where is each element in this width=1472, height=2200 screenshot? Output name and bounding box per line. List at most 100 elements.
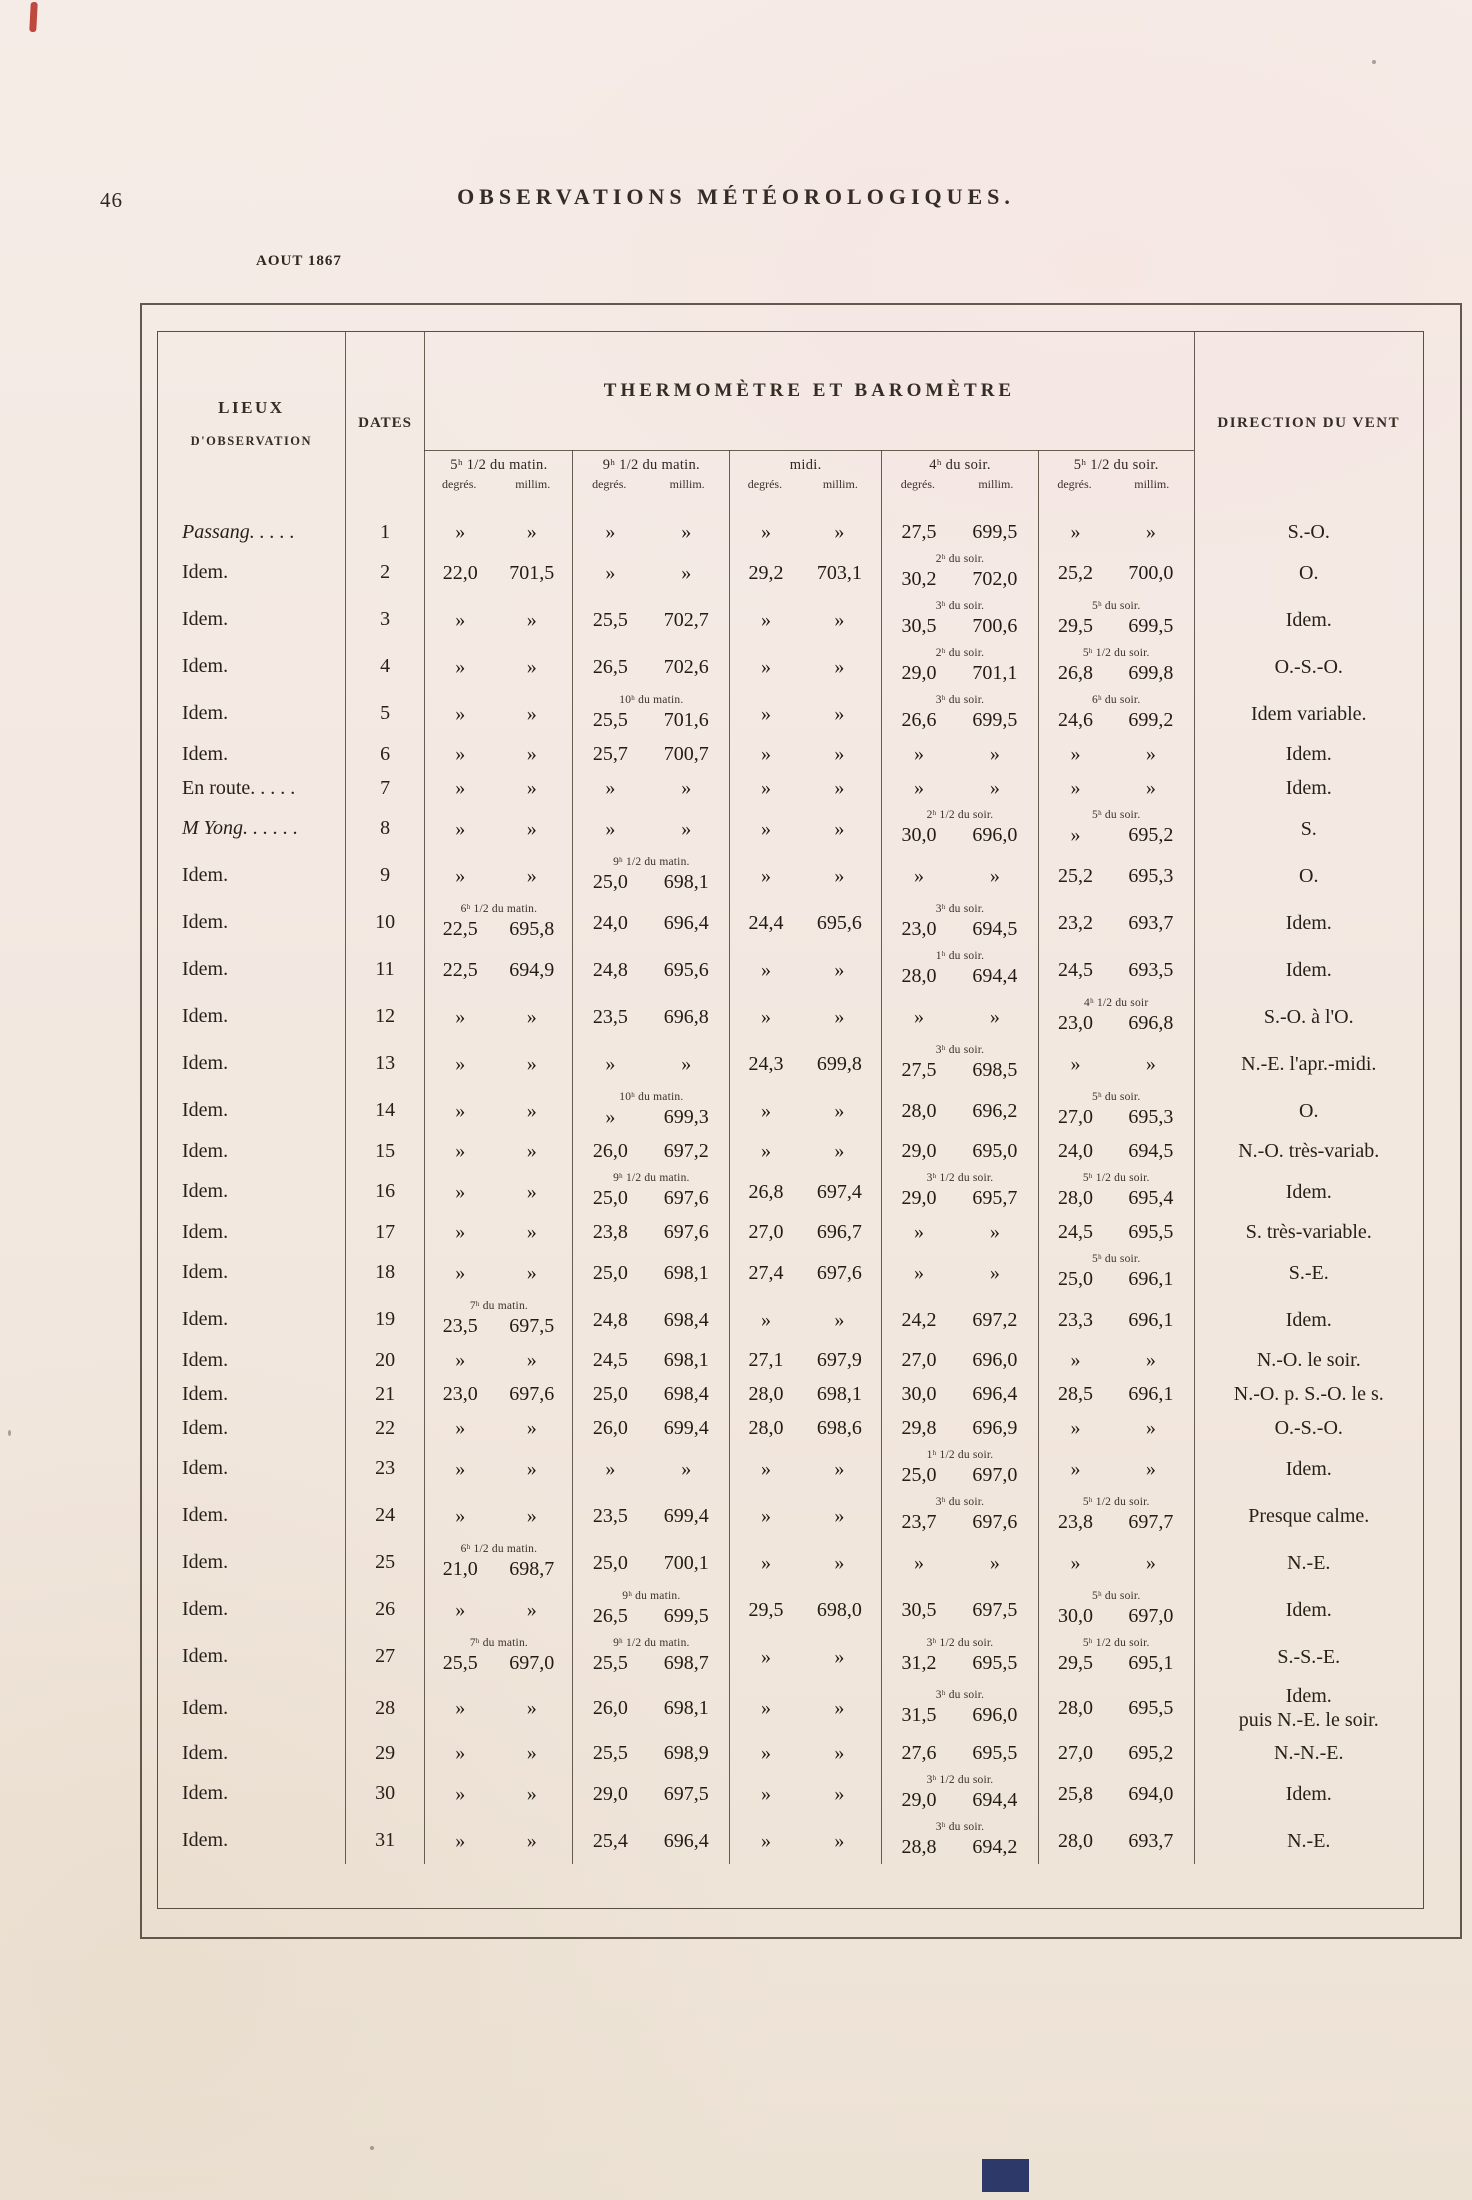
obs-cell: 25,2 695,3 (1037, 852, 1195, 899)
deg-label: degrés. (900, 477, 936, 491)
obs-values: 24,6 699,2 (1041, 707, 1192, 733)
obs-values: »» (427, 1347, 570, 1373)
obs-cell: 28,5 696,1 (1037, 1377, 1195, 1411)
time-note: 6ʰ 1/2 du matin. (460, 1543, 538, 1555)
deg-value: 29,5 (1058, 615, 1094, 637)
mm-value: » (1145, 1551, 1156, 1574)
obs-cell: 5ʰ du soir. 25,0 696,1 (1037, 1249, 1195, 1296)
obs-values: »» (732, 957, 879, 983)
wind-direction: Idem. (1285, 1598, 1332, 1621)
deg-value: 23,8 (592, 1221, 628, 1243)
time-note: 10ʰ du matin. (619, 694, 684, 706)
wind-cell: O.-S.-O. (1193, 643, 1423, 690)
deg-value: 27,6 (901, 1742, 937, 1764)
lieu-cell: Idem. (182, 1782, 229, 1804)
obs-values: »» (732, 1004, 879, 1030)
wind-cell: Idem. (1193, 737, 1423, 771)
table-row: Idem. 29»» 25,5 698,9»» 27,6 695,5 27,0 695,2 N.… (158, 1736, 1423, 1770)
time-note: 9ʰ 1/2 du matin. (613, 856, 690, 868)
mm-value: 696,8 (1128, 1012, 1174, 1034)
obs-cell: »» (729, 1296, 882, 1343)
obs-values: 25,2 700,0 (1041, 560, 1192, 586)
obs-values: 24,5 693,5 (1041, 957, 1192, 983)
table-row: Idem. 27 7ʰ du matin. 25,5 697,0 9ʰ 1/2 du ma… (158, 1633, 1423, 1680)
mm-value: » (1145, 777, 1156, 799)
obs-cell: 28,0 698,6 (729, 1411, 882, 1445)
obs-values: »» (575, 1051, 727, 1077)
date-cell: 31 (344, 1817, 425, 1864)
table-row: Idem. 30»» 29,0 697,5»» 3ʰ 1/2 du soir. 29,0 6… (158, 1770, 1423, 1817)
mm-value: 697,5 (972, 1598, 1018, 1621)
wind-direction: S. (1300, 817, 1317, 840)
mm-value: » (681, 817, 692, 840)
table-row: Idem. 21 23,0 697,6 25,0 698,4 28,0 698,1 30,0 69… (158, 1377, 1423, 1411)
table-row: Idem. 6»» 25,7 700,7»»»»»» Idem. (158, 737, 1423, 771)
obs-values: »» (427, 1456, 570, 1482)
obs-values: 22,5 694,9 (427, 957, 570, 983)
obs-cell: »» (729, 993, 882, 1040)
obs-cell: 25,8 694,0 (1037, 1770, 1195, 1817)
obs-cell: 27,0 696,0 (881, 1343, 1039, 1377)
lieu-cell: Idem. (182, 702, 229, 724)
obs-cell: »» (572, 549, 730, 596)
obs-cell: 25,7 700,7 (572, 737, 730, 771)
deg-value: 22,5 (442, 958, 478, 981)
table-row: Idem. 16»» 9ʰ 1/2 du matin. 25,0 697,6 26,8 69… (158, 1168, 1423, 1215)
deg-value: » (1070, 1457, 1081, 1480)
mm-value: 697,4 (816, 1180, 862, 1203)
obs-values: 27,5 699,5 (884, 519, 1036, 545)
obs-cell: »» (729, 1680, 882, 1736)
mm-value: » (526, 1457, 537, 1480)
table-row: Idem. 11 22,5 694,9 24,8 695,6»» 1ʰ du soir. 28… (158, 946, 1423, 993)
deg-value: 26,8 (748, 1180, 784, 1203)
deg-label: degrés. (747, 477, 783, 491)
table-row: Idem. 10 6ʰ 1/2 du matin. 22,5 695,8 24,0 696,… (158, 899, 1423, 946)
deg-value: » (761, 655, 772, 678)
obs-values: 29,2 703,1 (732, 560, 879, 586)
deg-value: » (1070, 777, 1081, 799)
deg-value: » (455, 864, 466, 887)
obs-cell: 25,0 698,4 (572, 1377, 730, 1411)
mm-value: 697,2 (663, 1140, 709, 1162)
obs-values: 25,0 697,0 (884, 1462, 1036, 1488)
obs-cell: 3ʰ 1/2 du soir. 29,0 694,4 (881, 1770, 1039, 1817)
wind-cell: N.-E. (1193, 1539, 1423, 1586)
obs-values: 29,8 696,9 (884, 1415, 1036, 1441)
obs-values: »» (732, 701, 879, 727)
mm-value: » (526, 864, 537, 887)
obs-cell: »» (424, 1586, 573, 1633)
mm-value: 697,0 (1128, 1605, 1174, 1627)
deg-value: » (761, 1782, 772, 1805)
deg-value: 28,8 (901, 1836, 937, 1858)
obs-cell: 3ʰ du soir. 30,5 700,6 (881, 596, 1039, 643)
obs-values: »» (732, 816, 879, 842)
wind-direction: N.-O. p. S.-O. le s. (1233, 1383, 1384, 1405)
obs-cell: »» (729, 1445, 882, 1492)
time-note: 2ʰ 1/2 du soir. (926, 809, 994, 821)
mm-value: 694,5 (1128, 1140, 1174, 1162)
deg-value: 25,5 (592, 1652, 628, 1674)
mm-value: 695,0 (972, 1140, 1018, 1162)
obs-cell: »» (424, 1770, 573, 1817)
obs-values: 23,7 697,6 (884, 1509, 1036, 1535)
wind-direction-line2: puis N.-E. le soir. (1238, 1709, 1379, 1731)
obs-cell: 27,0 696,7 (729, 1215, 882, 1249)
mm-value: » (989, 1221, 1000, 1243)
obs-values: 22,5 695,8 (427, 916, 570, 942)
wind-cell: Idem. puis N.-E. le soir. (1193, 1680, 1423, 1736)
deg-value: 25,5 (592, 608, 628, 631)
obs-values: 27,0 696,7 (732, 1219, 879, 1245)
obs-values: 29,0 695,0 (884, 1138, 1036, 1164)
obs-values: 25,0 698,1 (575, 1260, 727, 1286)
obs-cell: »» (881, 1249, 1039, 1296)
date-cell: 22 (344, 1411, 425, 1445)
obs-values: 27,1 697,9 (732, 1347, 879, 1373)
obs-values: »» (1041, 741, 1192, 767)
mm-value: 698,1 (663, 1349, 709, 1371)
deg-value: 24,0 (592, 911, 628, 934)
mm-value: 698,1 (816, 1383, 862, 1405)
mm-value: » (989, 1261, 1000, 1284)
date-cell: 21 (344, 1377, 425, 1411)
obs-values: 23,0 697,6 (427, 1381, 570, 1407)
mm-value: 701,5 (509, 561, 555, 584)
